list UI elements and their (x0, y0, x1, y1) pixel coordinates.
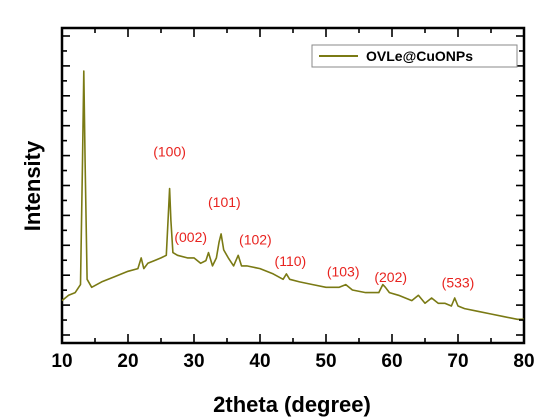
x-tick-label: 60 (381, 351, 402, 372)
x-tick-label: 10 (51, 351, 72, 372)
legend-label: OVLe@CuONPs (366, 48, 473, 64)
series-group (61, 70, 524, 321)
x-tick-label: 30 (183, 351, 204, 372)
x-axis-ticks: 10 20 30 40 50 60 70 80 (51, 28, 535, 372)
x-tick-label: 40 (249, 351, 270, 372)
legend: OVLe@CuONPs (311, 44, 518, 68)
x-tick-label: 20 (117, 351, 138, 372)
peak-labels: (100) (002) (101) (102)(110) (103) (202) (533) (153, 143, 474, 290)
x-tick-label: 50 (315, 351, 336, 372)
plot-frame (60, 26, 526, 345)
plot-area (60, 26, 526, 345)
legend-box (311, 44, 518, 68)
peak-label: (533) (442, 274, 475, 290)
y-axis-title: Intensity (20, 140, 45, 231)
peak-label: (101) (208, 194, 241, 210)
x-tick-label: 80 (513, 351, 534, 372)
peak-label: (100) (153, 143, 186, 159)
peak-label: (102) (239, 232, 272, 248)
peak-label: (202) (374, 269, 407, 285)
y-axis-ticks (62, 35, 524, 336)
x-tick-label: 70 (447, 351, 468, 372)
peak-label: (002) (174, 229, 207, 245)
peak-label: (110) (275, 253, 307, 269)
series-line (61, 70, 524, 321)
x-axis-title: 2theta (degree) (213, 392, 371, 417)
peak-label: (103) (327, 264, 360, 280)
